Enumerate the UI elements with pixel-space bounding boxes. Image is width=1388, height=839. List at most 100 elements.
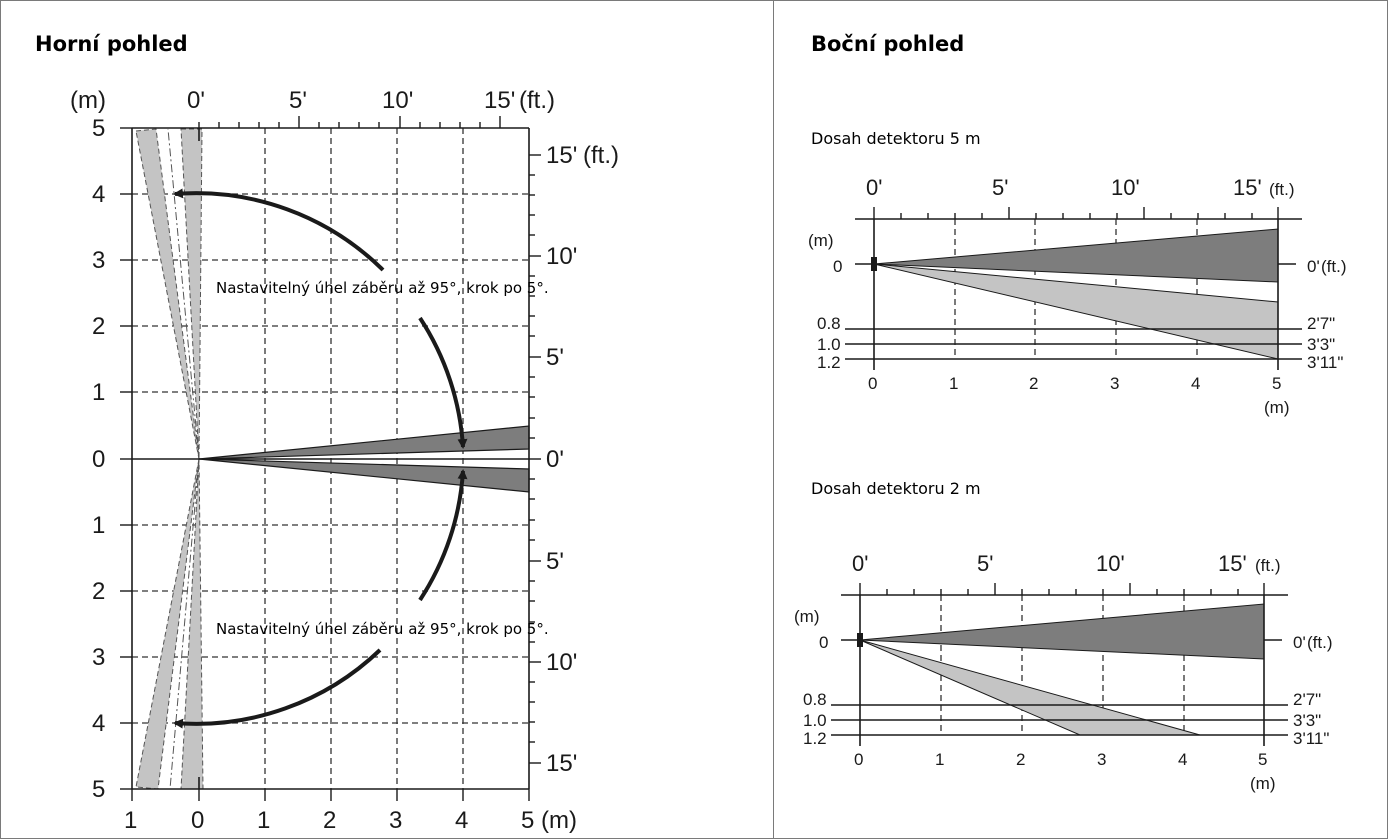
side-2m-labels: 0' 5' 10' 15' [852,551,1247,576]
beam-horizontal-lower [198,458,530,493]
bottom-m-label: 1 [124,807,137,834]
side-5m-m-unit: (m) [808,231,833,250]
right-ft-label: 5' [546,344,564,371]
side-5m-ft-h-unit: (ft.) [1321,257,1347,276]
side-2m-m-label: 2 [1016,750,1025,769]
bottom-m-label: 4 [455,807,468,834]
left-m-label: 5 [92,115,105,142]
top-view-m-unit: (m) [70,87,106,114]
side-5m-ft-h-label: 3'3" [1307,335,1335,354]
left-m-label: 2 [92,313,105,340]
side-5m-side-labels: (m) 0 0.8 1.0 1.2 0' (ft.) 2'7" 3'3" 3'1… [808,231,1347,417]
beam-upper-left [135,128,200,460]
angle-note-lower: Nastavitelný úhel záběru až 95°, krok po… [216,620,549,638]
bottom-m-label: 2 [323,807,336,834]
side-2m-m-label: 0 [854,750,863,769]
right-ft-label: 15' [546,142,577,169]
top-ft-unit: (ft.) [519,87,555,114]
side-2m-m-label: 3 [1097,750,1106,769]
bottom-m-label: 0 [191,807,204,834]
side-5m-ft-h-label: 0' [1307,257,1320,276]
left-m-label: 3 [92,247,105,274]
top-view-labels: (m) 0' 5' 10' 15' (ft.) 5 4 3 2 1 0 1 2 … [70,87,619,834]
left-m-label: 4 [92,181,105,208]
side-5m-axes [845,218,1302,370]
side-2m-ft-h-label: 2'7" [1293,690,1321,709]
top-view-heading: Horní pohled [35,32,188,56]
bottom-m-label: 1 [257,807,270,834]
beam-lower-centerline [169,458,200,790]
lower-arrow-to-side [173,648,382,729]
top-ft-label-0: 0' [187,87,205,114]
side-5m-h-label: 1.2 [817,353,841,372]
left-m-label: 0 [92,446,105,473]
side-2m-m-unit-bottom: (m) [1250,774,1275,793]
side-view-2m-diagram: 0' 5' 10' 15' (ft.) (m) 0 0.8 1.0 1.2 0'… [794,551,1333,793]
right-ft-label: 5' [546,548,564,575]
beam-upper-centerline [167,128,200,460]
side-view-heading: Boční pohled [811,32,965,56]
left-m-label: 1 [92,512,105,539]
beam-lower-right [180,458,204,790]
angle-note-upper: Nastavitelný úhel záběru až 95°, krok po… [216,279,549,297]
side-2m-ft-label: 0' [852,551,868,576]
top-ft-ticks [198,116,501,128]
bottom-m-unit: (m) [541,807,577,834]
side-5m-m-label: 3 [1110,374,1119,393]
side-5m-ft-ticks [873,207,1279,219]
side-5m-m-label: 1 [949,374,958,393]
side-5m-ft-label: 15' [1233,175,1262,200]
side-2m-ft-label: 10' [1096,551,1125,576]
side-5m-ft-label: 5' [992,175,1008,200]
side-5m-ft-label: 10' [1111,175,1140,200]
top-ft-label-5: 5' [289,87,307,114]
right-ft-unit: (ft.) [583,142,619,169]
side-2m-h-label: 0.8 [803,690,827,709]
side-5m-labels: 0' 5' 10' 15' [866,175,1262,200]
side-2m-m-label: 1 [935,750,944,769]
left-m-label: 2 [92,578,105,605]
side-2m-ft-h-label: 3'11" [1293,729,1329,748]
right-ft-label: 0' [546,446,564,473]
side-5m-h-label: 0 [833,257,842,276]
right-ft-label: 10' [546,649,577,676]
side-2m-m-unit: (m) [794,607,819,626]
side-2m-m-label: 5 [1258,750,1267,769]
side-5m-m-unit-bottom: (m) [1264,398,1289,417]
side-2m-ft-label: 5' [977,551,993,576]
right-ft-label: 10' [546,243,577,270]
lower-arrow-to-center [418,469,468,602]
side-2m-m-label: 4 [1178,750,1187,769]
right-ft-ticks [529,154,541,764]
left-m-label: 5 [92,776,105,803]
side-5m-ft-label: 0' [866,175,882,200]
side-5m-ft-h-label: 2'7" [1307,314,1335,333]
left-m-label: 3 [92,644,105,671]
side-5m-m-label: 5 [1272,374,1281,393]
side-2m-side-labels: (m) 0 0.8 1.0 1.2 0' (ft.) 2'7" 3'3" 3'1… [794,607,1333,793]
bottom-m-ticks [131,789,530,801]
side-5m-h-label: 1.0 [817,335,841,354]
upper-arrow-to-center [418,316,468,449]
side-2m-ft-unit: (ft.) [1255,556,1281,575]
left-m-label: 1 [92,379,105,406]
side-2m-ft-h-label: 0' [1293,633,1306,652]
side-2m-h-label: 0 [819,633,828,652]
left-m-ticks [120,127,132,790]
beam-horizontal-upper [198,425,530,460]
side-2m-h-label: 1.2 [803,729,827,748]
side-5m-h-label: 0.8 [817,314,841,333]
beam-lower-left [135,458,200,790]
bottom-m-label: 3 [389,807,402,834]
panel-divider [773,0,774,839]
top-ft-label-10: 10' [382,87,413,114]
range-2m-title: Dosah detektoru 2 m [811,479,981,498]
side-2m-h-label: 1.0 [803,711,827,730]
side-2m-ft-h-unit: (ft.) [1307,633,1333,652]
side-5m-m-label: 4 [1191,374,1200,393]
side-2m-sensor [857,633,863,647]
right-ft-label: 15' [546,750,577,777]
side-2m-ft-h-label: 3'3" [1293,711,1321,730]
side-5m-m-label: 2 [1029,374,1038,393]
